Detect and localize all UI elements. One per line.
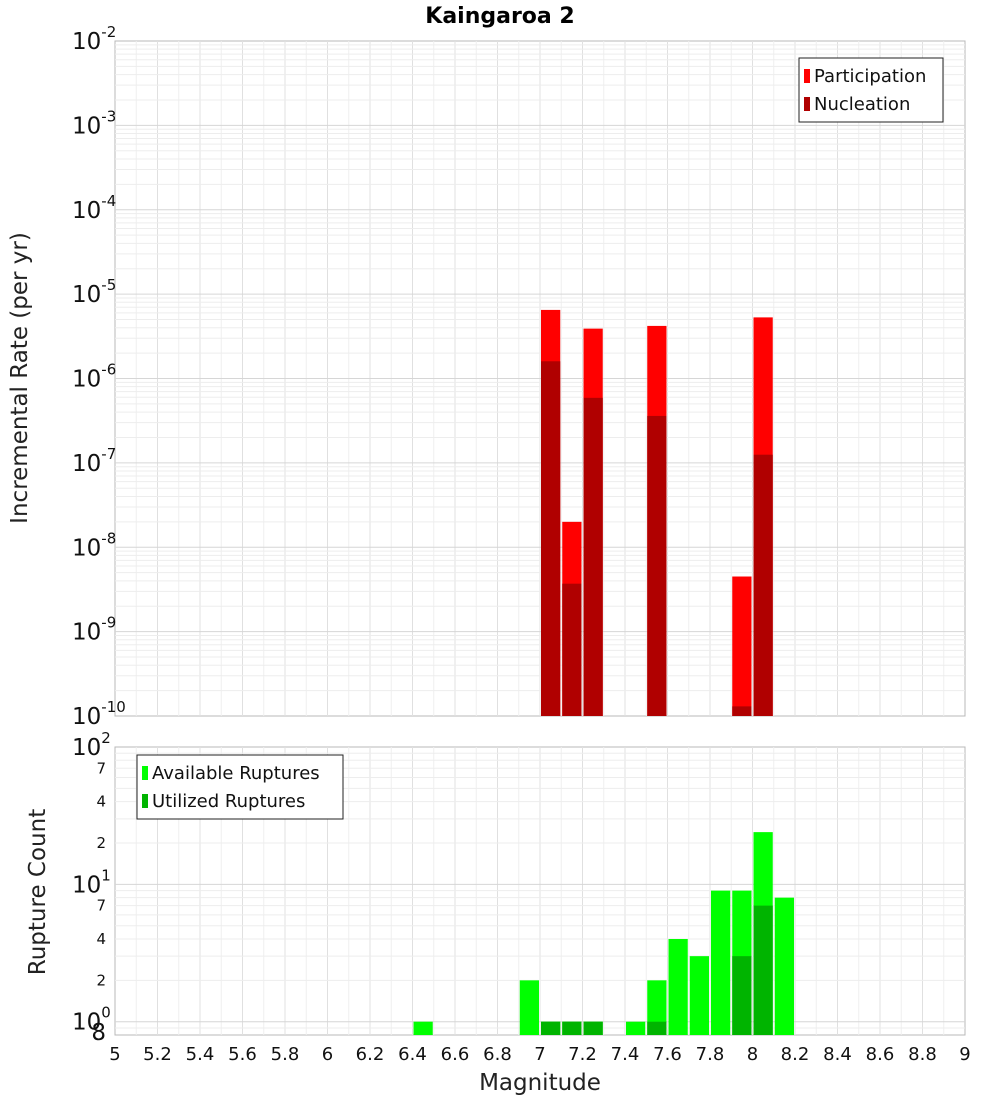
x-tick-label: 5.6 [228,1044,257,1065]
x-tick-label: 5.4 [186,1044,215,1065]
bar-available-ruptures [668,939,688,1035]
chart-title: Kaingaroa 2 [425,4,574,29]
y-tick-label: 10-3 [72,107,116,139]
bottom-legend: Available Ruptures Utilized Ruptures [136,754,344,820]
y-tick-label: 10-10 [72,698,126,730]
legend-box [798,57,944,123]
y-minor-tick-label: 2 [96,834,106,852]
legend-label: Utilized Ruptures [152,791,305,812]
y-minor-tick-label: 7 [96,759,106,777]
y-tick-label: 10-7 [72,445,116,477]
top-bars [541,309,773,716]
bar-available-ruptures [413,1021,433,1035]
x-tick-label: 6.2 [356,1044,385,1065]
bar-utilized-ruptures [647,1021,667,1035]
x-tick-label: 7.6 [653,1044,682,1065]
y-tick-label: 101 [72,866,111,898]
legend-label: Participation [814,66,926,87]
bar-nucleation [753,454,773,716]
x-axis-label: Magnitude [479,1070,601,1096]
legend-swatch [804,69,810,83]
y-minor-tick-label: 8 [91,1020,106,1046]
y-minor-tick-label: 4 [96,793,106,811]
bottom-bars [413,832,794,1035]
bar-utilized-ruptures [583,1021,603,1035]
y-tick-label: 10-5 [72,276,116,308]
legend-swatch [142,794,148,808]
bar-utilized-ruptures [562,1021,582,1035]
bar-participation [732,576,752,716]
x-tick-label: 5.8 [271,1044,300,1065]
x-tick-label: 7 [534,1044,545,1065]
top-y-ticks: 10-10 10-9 10-8 10-7 10-6 10-5 10-4 10-3 10-2 [72,23,126,730]
legend-swatch [142,766,148,780]
x-tick-label: 9 [959,1044,970,1065]
y-tick-label: 10-6 [72,361,116,393]
bar-utilized-ruptures [541,1021,561,1035]
y-tick-label: 10-4 [72,192,116,224]
bar-available-ruptures [689,956,709,1035]
x-tick-label: 5.2 [143,1044,172,1065]
x-tick-label: 7.8 [696,1044,725,1065]
x-tick-label: 5 [109,1044,120,1065]
x-tick-label: 8.6 [866,1044,895,1065]
x-tick-label: 8 [747,1044,758,1065]
bottom-grid [115,747,965,1035]
x-tick-label: 6.6 [441,1044,470,1065]
legend-swatch [804,97,810,111]
y-tick-label: 10-2 [72,23,116,55]
x-ticks: 5 5.2 5.4 5.6 5.8 6 6.2 6.4 6.6 6.8 7 7.2 7.4 7.6 7.8 8… [109,1044,970,1065]
bar-nucleation [562,583,582,716]
x-tick-label: 8.4 [823,1044,852,1065]
legend-box [136,754,344,820]
top-legend: Participation Nucleation [798,57,944,123]
y-minor-tick-label: 4 [96,930,106,948]
y-tick-label: 100 [72,1004,111,1036]
x-tick-label: 8.2 [781,1044,810,1065]
x-tick-label: 6.8 [483,1044,512,1065]
bar-nucleation [647,415,667,716]
bar-nucleation [732,706,752,716]
bar-available-ruptures [626,1021,646,1035]
top-grid [115,41,965,716]
legend-label: Nucleation [814,94,910,115]
bar-available-ruptures [647,980,667,1035]
top-y-axis-label: Incremental Rate (per yr) [7,232,33,524]
y-tick-label: 102 [72,729,111,761]
y-tick-label: 10-8 [72,529,116,561]
bar-nucleation [541,361,561,716]
x-tick-label: 6 [322,1044,333,1065]
x-tick-label: 6.4 [398,1044,427,1065]
bar-utilized-ruptures [753,905,773,1035]
x-tick-label: 7.2 [568,1044,597,1065]
top-plot-panel: 10-10 10-9 10-8 10-7 10-6 10-5 10-4 10-3 10-2 In… [7,23,966,730]
bottom-y-ticks: 100 101 102 8 2 4 7 2 4 7 [72,729,111,1046]
bar-available-ruptures [774,897,794,1035]
x-tick-label: 8.8 [908,1044,937,1065]
y-minor-tick-label: 7 [96,897,106,915]
bar-utilized-ruptures [732,956,752,1035]
y-minor-tick-label: 2 [96,971,106,989]
bar-nucleation [583,397,603,716]
bottom-plot-panel: 100 101 102 8 2 4 7 2 4 7 5 5.2 5.4 5.6 5.8 6 6.2 6.4 6.6… [25,729,971,1096]
y-tick-label: 10-9 [72,614,116,646]
bar-available-ruptures [519,980,539,1035]
x-tick-label: 7.4 [611,1044,640,1065]
bar-available-ruptures [711,890,731,1035]
legend-label: Available Ruptures [152,763,320,784]
bottom-y-axis-label: Rupture Count [25,809,51,975]
